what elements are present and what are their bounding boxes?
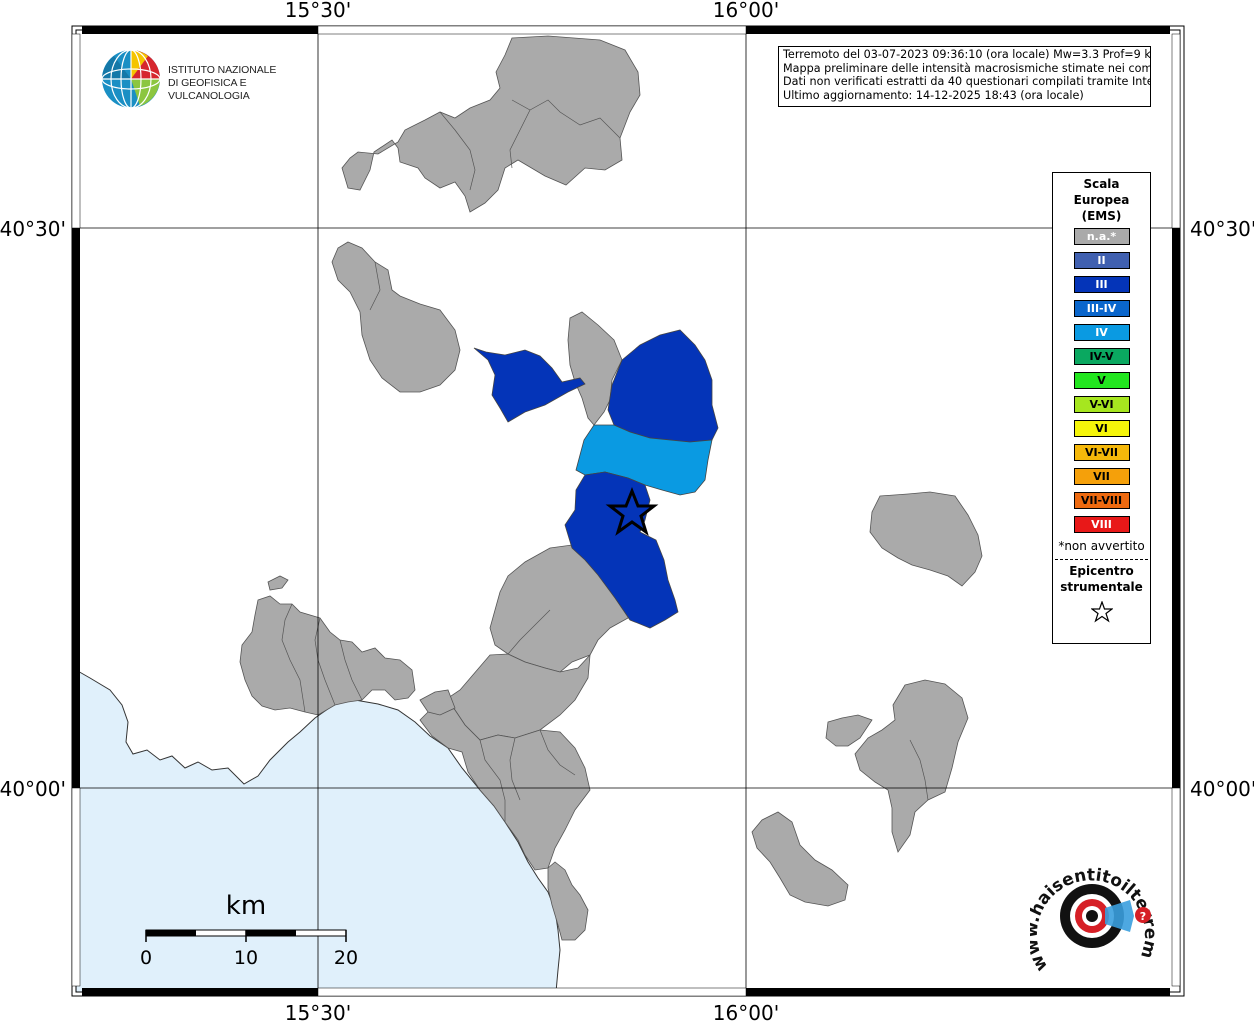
bottom-lon-label-1: 15°30' [285, 1001, 351, 1024]
area-east-1 [869, 491, 983, 587]
right-lat-label-1: 40°30' [1190, 217, 1254, 241]
svg-text:?: ? [1140, 910, 1146, 923]
area-southeast [751, 811, 849, 907]
right-lat-label-2: 40°00' [1190, 777, 1254, 801]
municipal-boundaries [281, 99, 929, 822]
haisentito-logo: www.haisentitoilterremoto.it ? [1022, 837, 1160, 982]
ems-legend: Scala Europea (EMS) n.a.* II III III-IV IV IV… [1052, 172, 1151, 644]
legend-star-outline-icon [1053, 600, 1150, 627]
ingv-logo: ISTITUTO NAZIONALE DI GEOFISICA E VULCAN… [100, 48, 315, 110]
area-west-coast [239, 595, 416, 716]
area-north-river [567, 311, 623, 426]
legend-item-vi: VI [1073, 420, 1130, 437]
area-east-3 [825, 714, 873, 747]
top-lon-label-1: 15°30' [285, 0, 351, 22]
area-east-2 [854, 679, 969, 853]
legend-item-v: V [1073, 372, 1130, 389]
area-coast-4 [547, 861, 589, 941]
top-lon-label-2: 16°00' [713, 0, 779, 22]
info-line-update: Ultimo aggiornamento: 14-12-2025 18:43 (… [783, 88, 1084, 102]
legend-divider [1055, 559, 1148, 560]
area-west-tip [267, 575, 289, 591]
legend-item-vi-vii: VI-VII [1073, 444, 1130, 461]
area-northwest-1 [331, 241, 461, 393]
area-coast-2 [419, 699, 591, 871]
scale-bar: km 0 10 20 [140, 891, 358, 969]
legend-item-viii: VIII [1073, 516, 1130, 533]
municipality-intensity-III-north [607, 329, 719, 443]
legend-items: n.a.* II III III-IV IV IV-V V V-VI VI VI-VII VII VI… [1053, 228, 1150, 533]
legend-note: *non avvertito [1058, 539, 1145, 553]
area-coast-3 [419, 689, 456, 716]
scale-tick-20: 20 [334, 947, 358, 969]
municipality-intensity-III-south [564, 471, 679, 629]
bottom-lon-label-2: 16°00' [713, 1001, 779, 1024]
legend-item-iv: IV [1073, 324, 1130, 341]
info-line-data-source: Dati non verificati estratti da 40 quest… [783, 75, 1151, 89]
municipality-intensity-IV [575, 424, 713, 496]
legend-item-n-a: n.a.* [1073, 228, 1130, 245]
epicenter-star-icon [605, 486, 659, 536]
municipalities-na [239, 35, 983, 941]
left-lat-label-2: 40°00' [0, 777, 66, 801]
scale-tick-10: 10 [234, 947, 258, 969]
ingv-globe-icon [101, 49, 161, 109]
earthquake-info-box: Terremoto del 03-07-2023 09:36:10 (ora l… [778, 46, 1151, 107]
legend-item-vii: VII [1073, 468, 1130, 485]
felt-municipalities [473, 329, 719, 629]
info-line-event: Terremoto del 03-07-2023 09:36:10 (ora l… [783, 48, 1151, 61]
scale-tick-0: 0 [140, 947, 152, 969]
left-lat-label-1: 40°30' [0, 217, 66, 241]
legend-epicenter-label: Epicentro strumentale [1060, 564, 1143, 594]
legend-item-vii-viii: VII-VIII [1073, 492, 1130, 509]
area-north-cluster [341, 35, 641, 213]
ingv-name: ISTITUTO NAZIONALE DI GEOFISICA E VULCAN… [168, 64, 277, 102]
legend-item-ii: II [1073, 252, 1130, 269]
legend-item-v-vi: V-VI [1073, 396, 1130, 413]
scale-bar-title: km [226, 891, 266, 921]
graticule [76, 30, 1180, 992]
municipality-intensity-III-west [473, 347, 586, 423]
legend-item-iv-v: IV-V [1073, 348, 1130, 365]
haisentito-target-icon: www.haisentitoilterremoto.it ? [1022, 837, 1160, 975]
legend-item-iii: III [1073, 276, 1130, 293]
legend-title: Scala Europea (EMS) [1073, 177, 1130, 223]
info-line-map-type: Mappa preliminare delle intensità macros… [783, 61, 1151, 75]
legend-item-iii-iv: III-IV [1073, 300, 1130, 317]
map-frame [71, 25, 1185, 997]
